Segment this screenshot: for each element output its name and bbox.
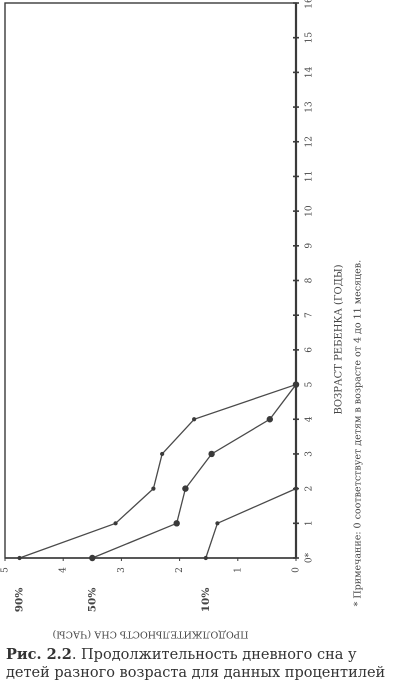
x-tick-label: 16 <box>305 0 315 9</box>
x-tick-label: 1 <box>305 520 315 526</box>
series-point <box>113 521 118 526</box>
series-point <box>182 485 189 492</box>
series-point <box>208 450 215 458</box>
caption-text: . Продолжительность дневного сна у детей… <box>6 647 386 681</box>
x-tick-label: 9 <box>305 243 315 249</box>
series-point <box>160 451 165 457</box>
series-point <box>17 555 22 561</box>
series-line <box>19 383 297 559</box>
x-tick-label: 2 <box>305 486 315 492</box>
series-label: 90% <box>14 588 26 613</box>
x-tick-label: 14 <box>305 66 315 78</box>
figure-label: Рис. 2.2 <box>6 646 72 663</box>
x-axis-title: ВОЗРАСТ РЕБЕНКА (ГОДЫ) <box>334 264 345 414</box>
x-tick-label: 3 <box>305 451 315 457</box>
y-tick-label: 0 <box>292 567 302 573</box>
x-tick-label: 12 <box>305 136 315 147</box>
x-tick-label: 5 <box>305 381 315 387</box>
y-tick-label: 1 <box>233 567 243 573</box>
series-point <box>203 555 208 561</box>
plot-frame <box>4 2 297 559</box>
series-line <box>92 384 297 559</box>
series-point <box>89 554 96 562</box>
series-point <box>266 416 274 423</box>
y-tick-label: 2 <box>175 567 185 573</box>
y-tick-label: 3 <box>117 567 127 573</box>
y-tick-label: 5 <box>1 567 11 573</box>
x-tick-label: 11 <box>305 171 315 182</box>
series-label: 50% <box>86 588 98 613</box>
x-tick-label: 10 <box>305 205 315 217</box>
x-tick-label: 8 <box>305 277 315 283</box>
x-tick-label: 13 <box>305 101 315 113</box>
x-tick-label: 7 <box>305 312 315 318</box>
y-tick-label: 4 <box>59 567 69 573</box>
x-tick-label: 15 <box>305 32 315 44</box>
x-tick-label: 6 <box>305 347 315 353</box>
figure-caption: Рис. 2.2. Продолжительность дневного сна… <box>6 646 398 682</box>
y-axis-title: ПРОДОЛЖИТЕЛЬНОСТЬ СНА (ЧАСЫ) <box>53 629 249 640</box>
chart: 0* 1 2 3 4 5 6 7 8 9 10 11 12 13 14 15 16 0 1 2 3 4 5 ВОЗРАСТ Р… <box>1 0 364 640</box>
series-point <box>151 486 156 491</box>
series-point <box>293 486 299 491</box>
series-point <box>173 520 180 527</box>
series-point <box>292 381 300 388</box>
x-tick-label: 0* <box>305 552 315 563</box>
series-point <box>215 521 220 526</box>
series-point <box>192 417 197 422</box>
x-tick-label: 4 <box>305 416 315 422</box>
chart-footnote: * Примечание: 0 соответствует детям в во… <box>353 260 364 607</box>
series-label: 10% <box>200 588 212 613</box>
